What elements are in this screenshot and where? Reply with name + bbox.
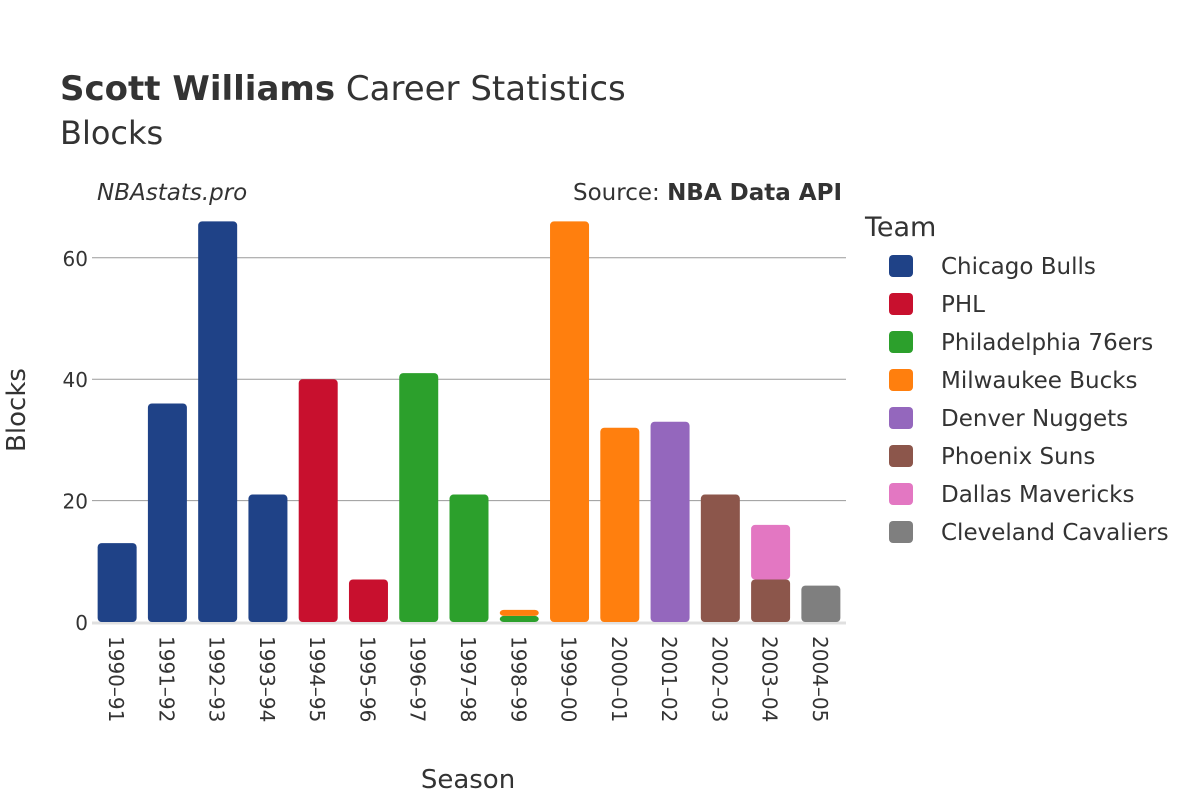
- bar[interactable]: [600, 427, 640, 622]
- legend-label[interactable]: Cleveland Cavaliers: [941, 520, 1169, 546]
- legend-swatch[interactable]: [889, 369, 913, 391]
- bar[interactable]: [751, 579, 791, 622]
- chart-title: Scott Williams Career Statistics: [60, 69, 626, 109]
- x-tick-label: 1999–00: [557, 636, 581, 722]
- source-credit: Source: NBA Data API: [573, 180, 842, 206]
- x-tick-label: 2003–04: [758, 636, 782, 722]
- title-rest: Career Statistics: [335, 69, 626, 109]
- bar[interactable]: [198, 221, 238, 622]
- legend-swatch[interactable]: [889, 331, 913, 353]
- legend-swatch[interactable]: [889, 521, 913, 543]
- bar[interactable]: [348, 579, 388, 622]
- bar[interactable]: [801, 585, 841, 622]
- legend-swatch[interactable]: [889, 483, 913, 505]
- bar[interactable]: [700, 494, 740, 622]
- source-prefix: Source:: [573, 180, 667, 206]
- bar[interactable]: [248, 494, 288, 622]
- legend-swatch[interactable]: [889, 445, 913, 467]
- x-tick-label: 1996–97: [406, 636, 430, 722]
- legend-label[interactable]: Milwaukee Bucks: [941, 368, 1138, 394]
- legend-label[interactable]: Phoenix Suns: [941, 444, 1095, 470]
- bar[interactable]: [298, 379, 338, 622]
- source-name: NBA Data API: [667, 180, 842, 206]
- bars-layer: [97, 221, 841, 622]
- y-axis-title: Blocks: [2, 368, 32, 452]
- bar[interactable]: [147, 403, 187, 622]
- legend: Chicago Bulls PHL Philadelphia 76ers Milwau…: [889, 254, 1169, 546]
- chart-subtitle: Blocks: [60, 114, 163, 152]
- legend-swatch[interactable]: [889, 255, 913, 277]
- legend-label[interactable]: PHL: [941, 292, 985, 318]
- legend-label[interactable]: Philadelphia 76ers: [941, 330, 1153, 356]
- x-axis: 1990–91 1991–92 1992–93 1993–94 1994–95 1995–…: [104, 636, 832, 722]
- legend-label[interactable]: Chicago Bulls: [941, 254, 1096, 280]
- bar[interactable]: [550, 221, 590, 622]
- y-tick-label: 60: [63, 247, 88, 271]
- legend-title: Team: [864, 212, 936, 243]
- x-tick-label: 1990–91: [104, 636, 128, 722]
- x-tick-label: 2001–02: [657, 636, 681, 722]
- bar[interactable]: [499, 609, 539, 616]
- y-tick-label: 20: [63, 490, 88, 514]
- x-tick-label: 1993–94: [255, 636, 279, 722]
- x-tick-label: 1997–98: [456, 636, 480, 722]
- x-tick-label: 2000–01: [607, 636, 631, 722]
- legend-swatch[interactable]: [889, 407, 913, 429]
- y-tick-label: 0: [75, 611, 88, 635]
- legend-label[interactable]: Denver Nuggets: [941, 406, 1128, 432]
- x-axis-title: Season: [421, 765, 515, 795]
- bar[interactable]: [97, 543, 137, 622]
- y-tick-label: 40: [63, 368, 88, 392]
- legend-label[interactable]: Dallas Mavericks: [941, 482, 1134, 508]
- site-credit: NBAstats.pro: [97, 180, 247, 206]
- bar[interactable]: [399, 373, 439, 622]
- x-tick-label: 1992–93: [205, 636, 229, 722]
- x-tick-label: 1995–96: [355, 636, 379, 722]
- x-tick-label: 2002–03: [707, 636, 731, 722]
- x-tick-label: 1994–95: [305, 636, 329, 722]
- bar[interactable]: [751, 524, 791, 580]
- bar[interactable]: [499, 615, 539, 622]
- bar[interactable]: [650, 421, 690, 622]
- y-axis: 0 20 40 60: [63, 247, 88, 635]
- bar[interactable]: [449, 494, 489, 622]
- x-tick-label: 2004–05: [808, 636, 832, 722]
- title-player: Scott Williams: [60, 69, 335, 109]
- legend-swatch[interactable]: [889, 293, 913, 315]
- x-tick-label: 1991–92: [154, 636, 178, 722]
- x-tick-label: 1998–99: [506, 636, 530, 722]
